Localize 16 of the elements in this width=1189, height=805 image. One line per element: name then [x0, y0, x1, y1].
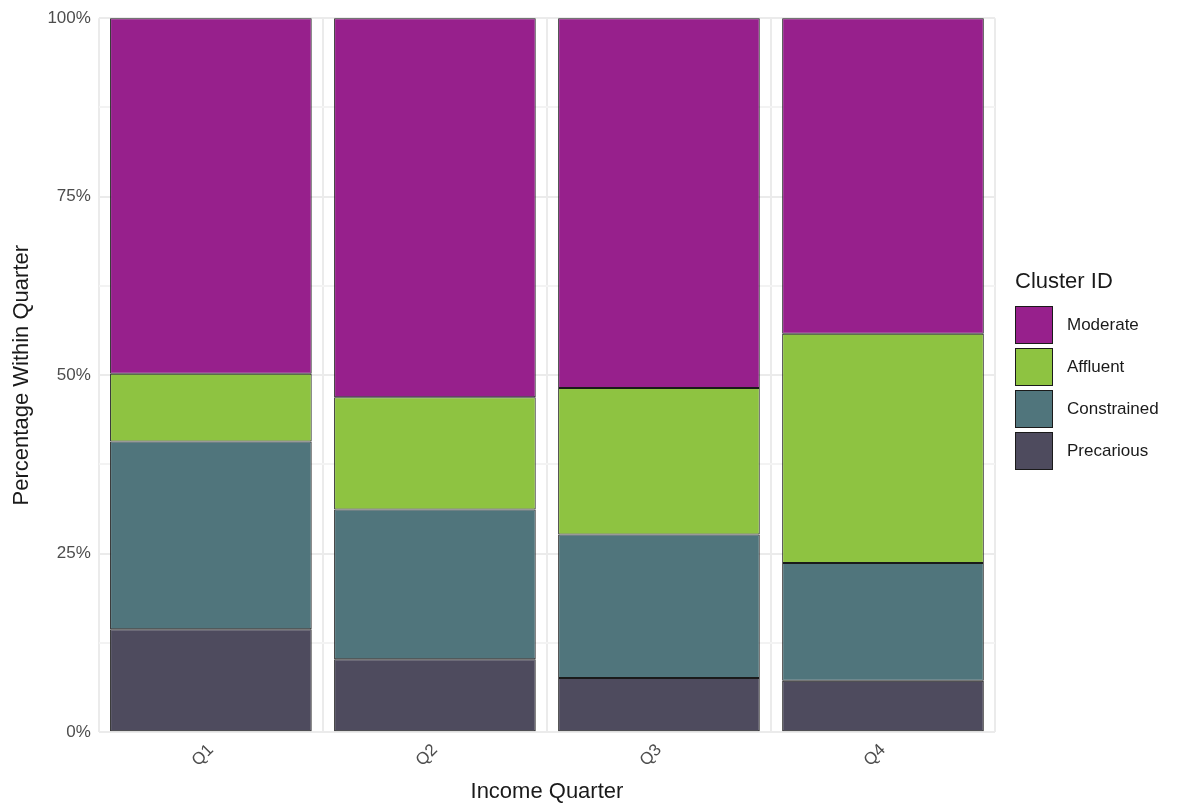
legend-label: Constrained: [1067, 399, 1159, 419]
y-tick-label: 100%: [47, 7, 91, 27]
x-tick-label: Q4: [859, 740, 890, 770]
legend-label: Precarious: [1067, 441, 1149, 461]
x-tick-label: Q2: [411, 740, 442, 770]
y-tick-label: 25%: [56, 543, 91, 563]
x-axis-title: Income Quarter: [470, 777, 624, 803]
text: Moderate: [1067, 315, 1139, 335]
legend-label: Affluent: [1067, 357, 1125, 377]
y-tick-label: 50%: [56, 364, 91, 384]
legend-title: Cluster ID: [1015, 268, 1114, 294]
y-tick-label: 75%: [56, 186, 91, 206]
x-tick-label: Q3: [635, 740, 666, 770]
y-axis-title: Percentage Within Quarter: [8, 244, 34, 506]
x-tick-label: Q1: [187, 740, 218, 770]
y-tick-label: 0%: [66, 721, 91, 741]
